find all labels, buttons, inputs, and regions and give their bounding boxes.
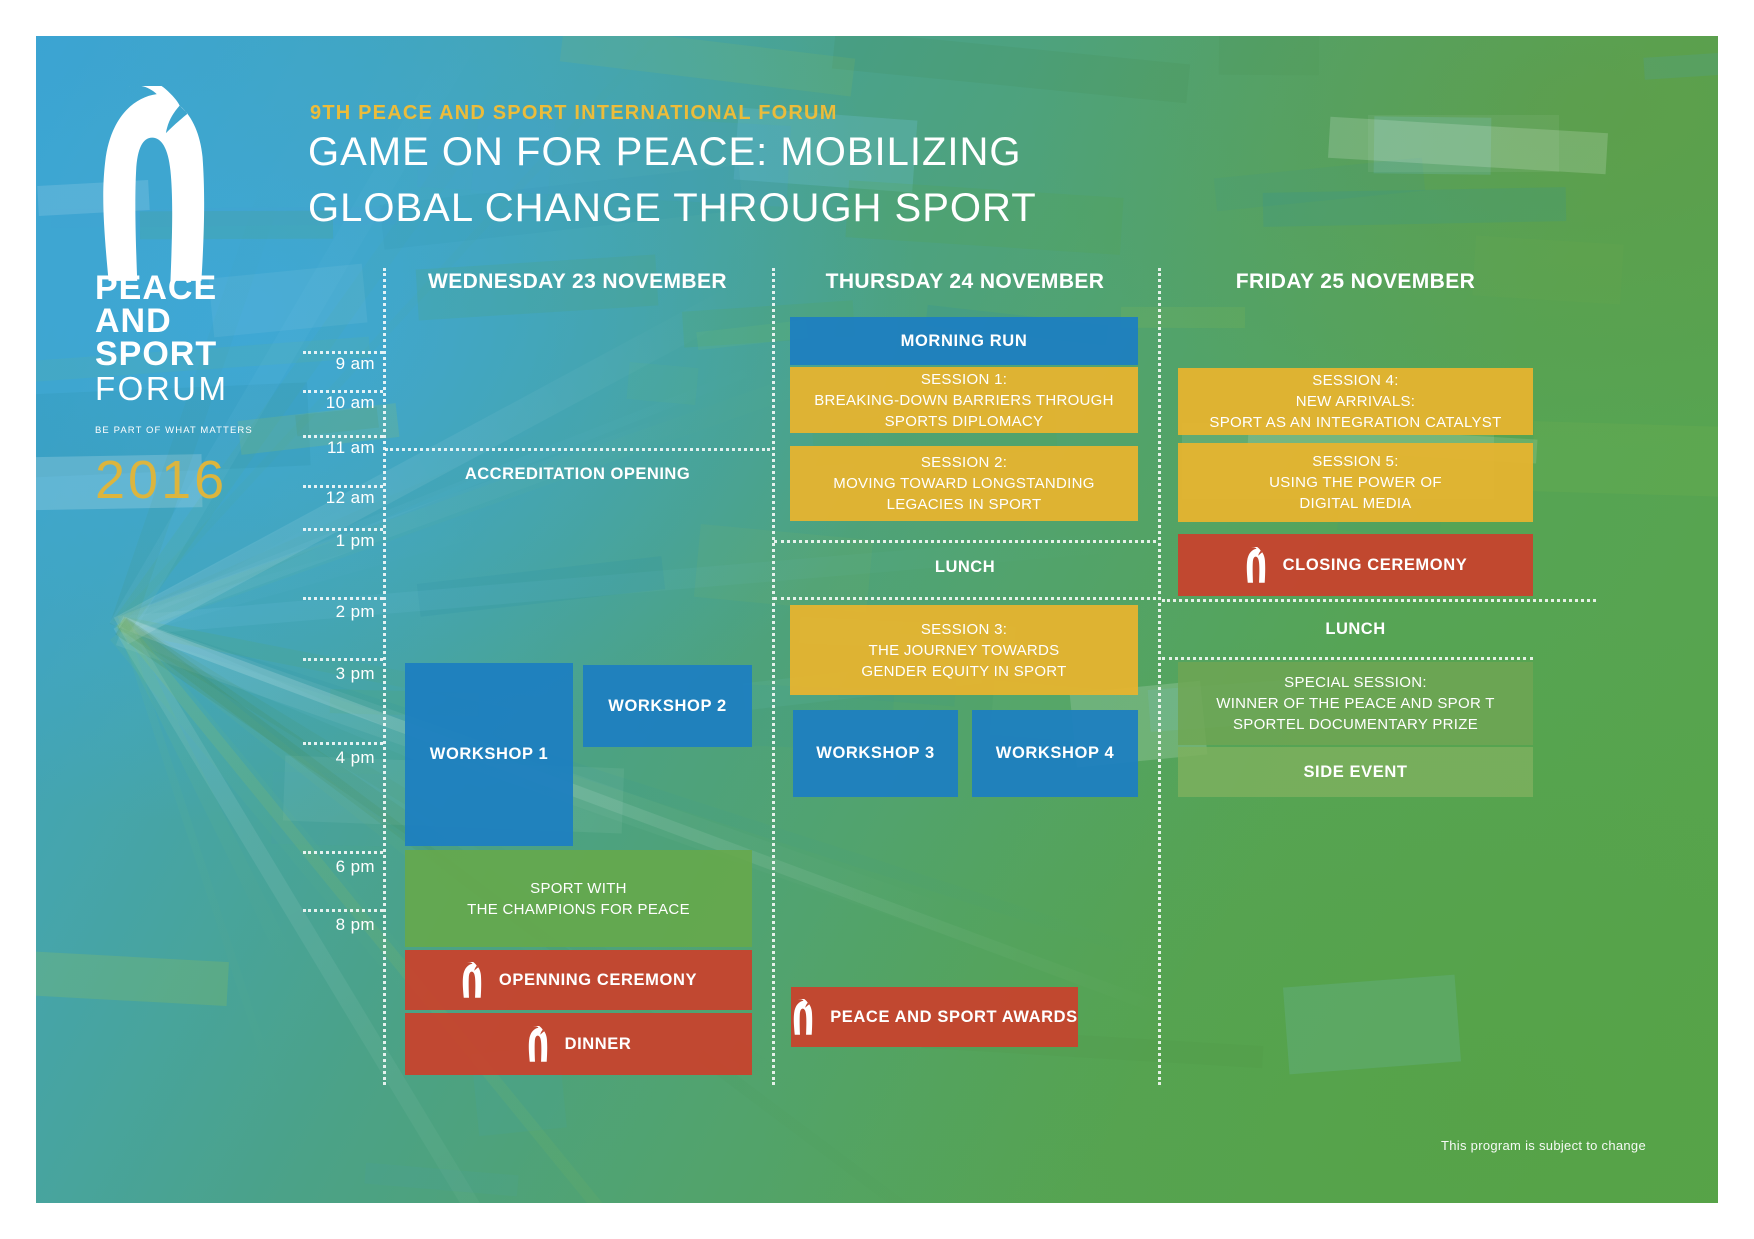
event-workshop-2: WORKSHOP 2 [583,665,752,747]
event-thursday-lunch: LUNCH [934,558,996,576]
session4-line3: SPORT AS AN INTEGRATION CATALYST [1209,414,1502,431]
tick-10am [303,390,383,393]
thursday-lunch-bottom-line [774,597,1156,600]
event-closing-ceremony: CLOSING CEREMONY [1178,534,1533,596]
event-session-5: SESSION 5: USING THE POWER OF DIGITAL ME… [1178,443,1533,522]
session2-line2: MOVING TOWARD LONGSTANDING [833,475,1095,492]
time-label-9am: 9 am [335,354,375,373]
morning-run-label: MORNING RUN [900,331,1028,350]
session2-line1: SESSION 2: [920,454,1008,471]
event-session-1: SESSION 1: BREAKING-DOWN BARRIERS THROUG… [790,367,1138,433]
event-dinner: DINNER [405,1013,752,1075]
separator-thu-fri [1158,268,1161,1085]
logo-tagline: BE PART OF WHAT MATTERS [95,425,253,436]
event-workshop-3: WORKSHOP 3 [793,710,958,797]
tick-2pm [303,597,383,600]
workshop-4-label: WORKSHOP 4 [995,744,1115,762]
event-accreditation-opening: ACCREDITATION OPENING [464,465,691,483]
session5-line3: DIGITAL MEDIA [1299,495,1412,512]
logo-wordmark: PEACE AND SPORT FORUM BE PART OF WHAT MA… [95,269,253,510]
time-label-1pm: 1 pm [335,531,375,550]
logo-word-sport: SPORT [95,335,218,373]
special-session-line3: SPORTEL DOCUMENTARY PRIZE [1232,716,1479,733]
workshop-1-label: WORKSHOP 1 [429,745,549,763]
program-disclaimer: This program is subject to change [1441,1138,1646,1153]
session5-line1: SESSION 5: [1312,453,1399,470]
session3-line2: THE JOURNEY TOWARDS [868,641,1060,659]
event-title: GAME ON FOR PEACE: MOBILIZING GLOBAL CHA… [308,124,1037,236]
event-session-3: SESSION 3: THE JOURNEY TOWARDS GENDER EQ… [790,605,1138,695]
workshop-2-label: WORKSHOP 2 [608,696,727,715]
logo-year: 2016 [95,450,228,510]
awards-label: PEACE AND SPORT AWARDS [830,1007,1078,1026]
event-opening-ceremony: OPENNING CEREMONY [405,950,752,1010]
time-label-8pm: 8 pm [335,915,375,934]
thursday-lunch-top-line [774,540,1156,543]
champions-line2: THE CHAMPIONS FOR PEACE [467,900,690,918]
tick-9am [303,351,383,354]
peace-and-sport-dove-icon [103,86,205,281]
tick-12am [303,485,383,488]
event-friday-lunch: LUNCH [1325,620,1386,638]
closing-ceremony-label: CLOSING CEREMONY [1282,555,1468,574]
time-label-6pm: 6 pm [335,857,375,876]
event-kicker: 9TH PEACE AND SPORT INTERNATIONAL FORUM [310,102,838,124]
time-label-3pm: 3 pm [335,664,375,683]
workshop-3-label: WORKSHOP 3 [816,744,935,762]
tick-8pm [303,909,383,912]
session2-line3: LEGACIES IN SPORT [886,496,1042,513]
side-event-label: SIDE EVENT [1303,762,1408,781]
session4-line2: NEW ARRIVALS: [1295,393,1416,410]
event-morning-run: MORNING RUN [790,317,1138,365]
friday-lunch-bottom-line [1162,657,1533,660]
separator-timeline [383,268,386,1085]
time-label-12am: 12 am [325,488,375,507]
tick-11am [303,435,383,438]
time-label-2pm: 2 pm [335,602,375,621]
dove-icon [462,962,482,998]
event-workshop-4: WORKSHOP 4 [972,710,1138,797]
dove-icon [793,999,813,1035]
friday-lunch-top-line [1162,599,1596,602]
session1-line2: BREAKING-DOWN BARRIERS THROUGH [814,391,1114,409]
session3-line3: GENDER EQUITY IN SPORT [861,662,1067,680]
tick-3pm [303,658,383,661]
event-session-4: SESSION 4: NEW ARRIVALS: SPORT AS AN INT… [1178,368,1533,435]
dove-icon [528,1026,547,1062]
event-sport-with-champions: SPORT WITH THE CHAMPIONS FOR PEACE [405,850,752,947]
event-title-line1: GAME ON FOR PEACE: MOBILIZING [308,130,1022,174]
day-header-thursday: THURSDAY 24 NOVEMBER [825,270,1105,293]
session1-line1: SESSION 1: [920,370,1008,388]
session1-line3: SPORTS DIPLOMACY [884,412,1044,430]
logo-word-forum: FORUM [95,370,229,407]
session5-line2: USING THE POWER OF [1269,474,1442,491]
logo-word-and: AND [95,302,172,340]
event-side-event: SIDE EVENT [1178,747,1533,797]
champions-line1: SPORT WITH [530,879,627,897]
tick-4pm [303,742,383,745]
dove-icon [1246,547,1265,583]
day-header-wednesday: WEDNESDAY 23 NOVEMBER [428,270,727,293]
separator-wed-thu [772,268,775,1085]
event-peace-sport-awards: PEACE AND SPORT AWARDS [791,987,1078,1047]
tick-6pm [303,851,383,854]
session3-line1: SESSION 3: [920,620,1008,638]
opening-ceremony-label: OPENNING CEREMONY [498,970,698,989]
time-label-10am: 10 am [325,393,375,412]
time-label-11am: 11 am [327,438,375,457]
logo-word-peace: PEACE [95,269,218,307]
session4-line1: SESSION 4: [1312,372,1399,389]
time-label-4pm: 4 pm [335,748,375,767]
event-title-line2: GLOBAL CHANGE THROUGH SPORT [308,186,1037,230]
special-session-line2: WINNER OF THE PEACE AND SPOR T [1216,695,1495,712]
day-header-friday: FRIDAY 25 NOVEMBER [1235,270,1476,293]
event-workshop-1: WORKSHOP 1 [405,663,573,846]
event-session-2: SESSION 2: MOVING TOWARD LONGSTANDING LE… [790,446,1138,521]
tick-1pm [303,528,383,531]
accreditation-start-line [385,448,770,451]
event-special-session: SPECIAL SESSION: WINNER OF THE PEACE AND… [1178,662,1533,745]
special-session-line1: SPECIAL SESSION: [1284,674,1427,691]
dinner-label: DINNER [564,1034,632,1053]
